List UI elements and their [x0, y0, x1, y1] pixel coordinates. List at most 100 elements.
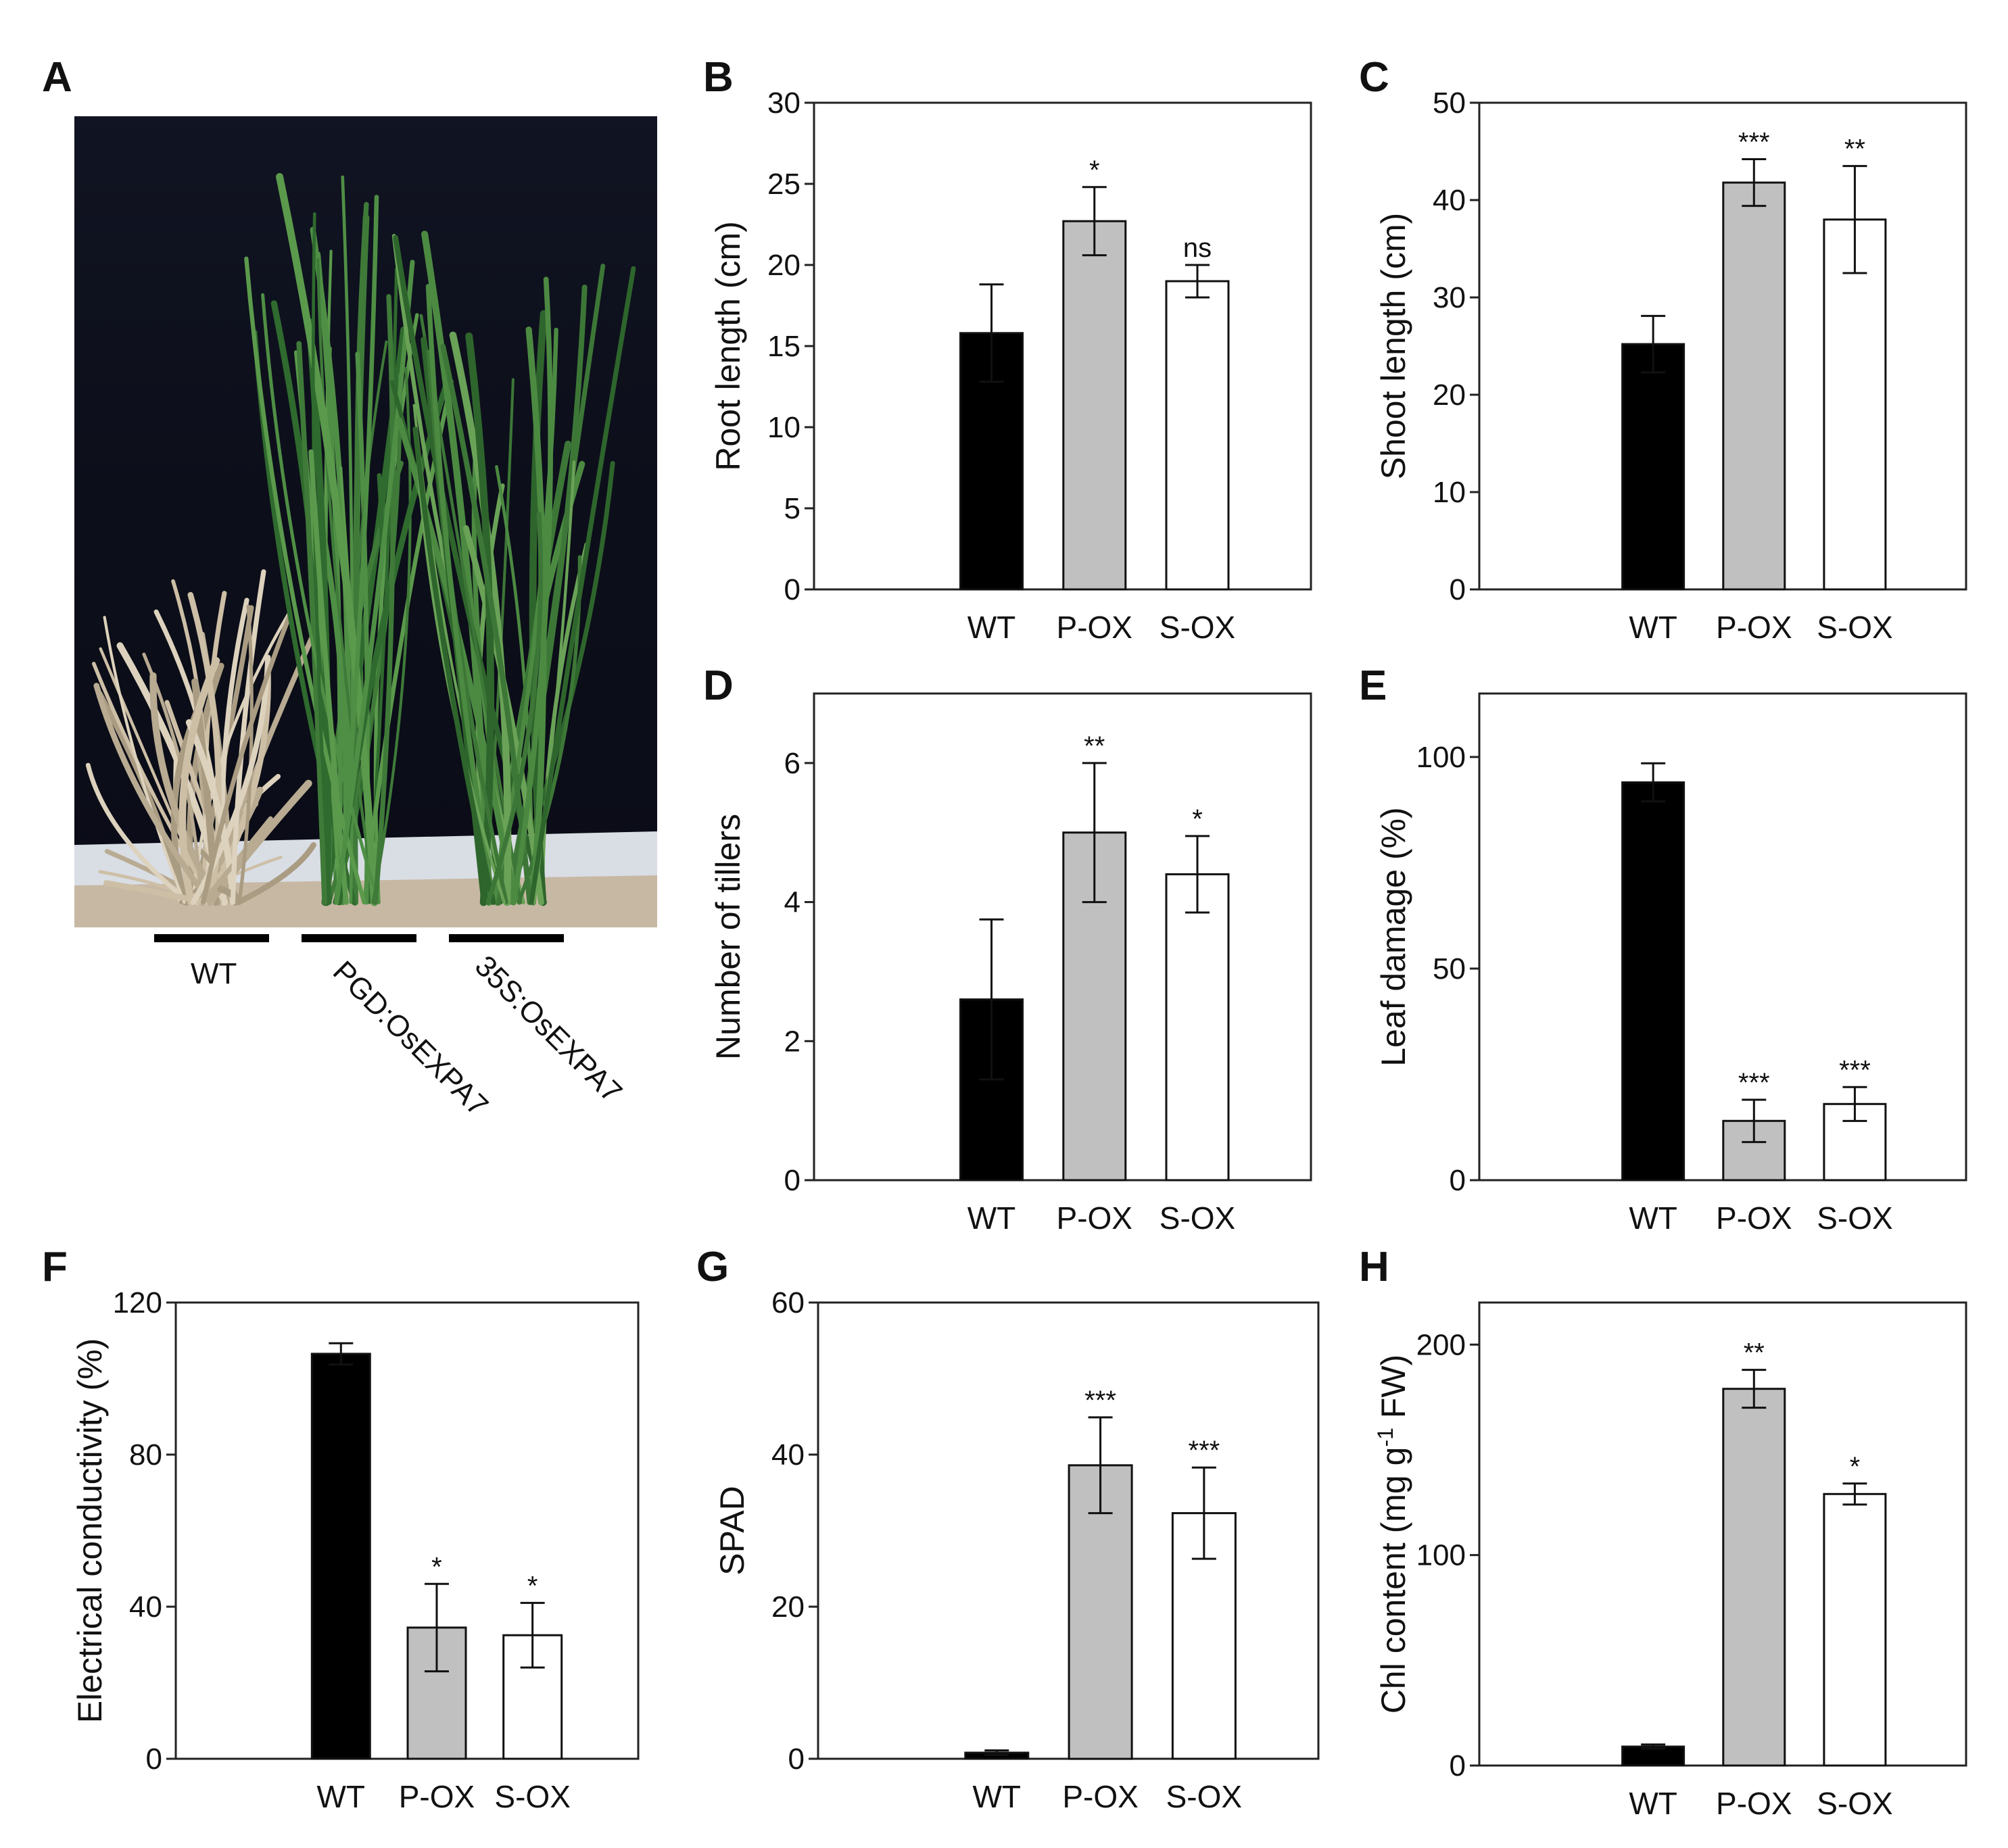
- y-tick-label: 60: [771, 1286, 805, 1319]
- plant-blade: [276, 173, 379, 906]
- bar-p-ox: [1722, 1388, 1786, 1767]
- y-tick-label: 10: [767, 411, 800, 444]
- x-tick-label: S-OX: [1160, 610, 1235, 645]
- panel-letter-d: D: [703, 662, 734, 709]
- y-tick-label: 0: [1450, 1749, 1466, 1782]
- x-tick-label: WT: [317, 1779, 366, 1814]
- x-tick-label: P-OX: [399, 1779, 475, 1814]
- plant-blade: [351, 214, 370, 906]
- bar-wt: [154, 934, 269, 942]
- plant-blade: [93, 683, 214, 906]
- y-tick-label: 20: [1433, 379, 1466, 412]
- bar-s-ox: [1823, 1102, 1887, 1182]
- bar-s-ox: [1823, 1492, 1887, 1767]
- bar-s-ox: [1165, 280, 1230, 591]
- plant-blade: [529, 266, 636, 905]
- plant-blade: [311, 212, 332, 904]
- plant-blade: [261, 293, 381, 904]
- bar-p-ox: [1062, 220, 1127, 591]
- plant-blade: [204, 665, 271, 906]
- bar-pgd: [302, 934, 416, 942]
- y-tick-label: 0: [1450, 1164, 1466, 1197]
- significance-label: ***: [1738, 1068, 1770, 1098]
- y-tick-label: 120: [113, 1286, 162, 1319]
- plant-blade: [421, 230, 493, 906]
- y-axis-label-part: FW): [1374, 1355, 1412, 1428]
- chart-c: C 0 10 20 30 40 50 Shoot length (cm) WT *** P-OX **…: [1359, 54, 1967, 645]
- x-tick-label: WT: [967, 610, 1016, 645]
- y-tick-label: 40: [1433, 184, 1466, 217]
- y-tick-label: 80: [129, 1438, 162, 1472]
- significance-label: *: [1192, 804, 1203, 834]
- bar-35s: [449, 934, 564, 942]
- significance-label: ns: [1183, 233, 1212, 263]
- x-tick-label: S-OX: [1817, 1786, 1892, 1821]
- plant-blade: [149, 672, 222, 906]
- panel-letter-e: E: [1359, 662, 1387, 709]
- y-tick-label: 6: [784, 747, 800, 780]
- panel-a: A WT PGD:OsEXPA7 35S:OsEXPA7: [42, 54, 657, 1123]
- x-tick-label: S-OX: [494, 1779, 570, 1814]
- y-tick-label: 30: [767, 87, 800, 120]
- y-tick-label: 20: [771, 1590, 805, 1624]
- bar-p-ox: [1068, 1464, 1133, 1760]
- y-tick-label: 40: [771, 1438, 805, 1472]
- y-axis-label: SPAD: [713, 1486, 751, 1575]
- bar-wt: [1621, 1745, 1686, 1767]
- significance-label: *: [527, 1571, 538, 1601]
- plot-frame: [1478, 692, 1967, 1182]
- chart-g: G 0 20 40 60 SPAD WT *** P-OX *** S-OX: [696, 1244, 1320, 1814]
- panel-letter-g: G: [696, 1244, 729, 1290]
- plant-blade: [449, 331, 512, 906]
- bar-s-ox: [1165, 873, 1230, 1182]
- y-axis-label-part: Chl content (mg g: [1374, 1447, 1412, 1714]
- plant-blade: [316, 258, 377, 904]
- plant-blade: [185, 719, 237, 906]
- x-tick-label: WT: [1629, 610, 1677, 645]
- y-tick-label: 0: [788, 1743, 805, 1776]
- chart-b: B 0 5 10 15 20 25 30 Root length (cm) WT * P-OX ns S-…: [703, 54, 1312, 645]
- label-wt: WT: [191, 957, 237, 990]
- plant-photo: [74, 116, 657, 927]
- significance-label: **: [1084, 731, 1105, 761]
- plant-blade: [201, 612, 293, 905]
- bar-wt: [310, 1353, 371, 1760]
- y-tick-label: 200: [1416, 1328, 1466, 1361]
- y-axis-label-part: -1: [1373, 1428, 1397, 1446]
- plant-blade: [504, 285, 588, 905]
- y-axis-label: Root length (cm): [709, 221, 747, 471]
- x-tick-label: WT: [967, 1200, 1016, 1236]
- plant-blade: [200, 816, 273, 905]
- panel-letter-c: C: [1359, 54, 1389, 101]
- y-tick-label: 25: [767, 168, 800, 201]
- significance-label: *: [1089, 155, 1100, 185]
- y-tick-label: 2: [784, 1025, 800, 1058]
- plant-blade: [85, 762, 192, 905]
- label-pgd: PGD:OsEXPA7: [327, 954, 494, 1122]
- x-tick-label: WT: [973, 1779, 1022, 1814]
- significance-label: ***: [1738, 128, 1770, 157]
- bar-wt: [1621, 343, 1686, 591]
- panel-letter-h: H: [1359, 1244, 1389, 1290]
- y-axis-label: Leaf damage (%): [1374, 807, 1412, 1067]
- significance-label: **: [1744, 1338, 1765, 1368]
- y-tick-label: 50: [1433, 87, 1466, 120]
- plant-blade: [103, 616, 186, 904]
- bar-p-ox: [1722, 181, 1786, 591]
- panel-letter-f: F: [42, 1244, 68, 1290]
- y-tick-label: 0: [784, 1164, 800, 1197]
- y-tick-label: 100: [1416, 1539, 1466, 1572]
- x-tick-label: P-OX: [1057, 1200, 1132, 1236]
- plant-blade: [99, 647, 211, 904]
- plant-blade: [440, 343, 533, 905]
- y-tick-label: 0: [146, 1743, 162, 1776]
- plant-blade: [296, 341, 327, 905]
- plant-blade: [308, 449, 349, 905]
- x-tick-label: WT: [1629, 1786, 1677, 1821]
- y-tick-label: 15: [767, 330, 800, 363]
- x-tick-label: P-OX: [1716, 610, 1792, 645]
- y-tick-label: 5: [784, 492, 800, 525]
- x-tick-label: P-OX: [1062, 1779, 1138, 1814]
